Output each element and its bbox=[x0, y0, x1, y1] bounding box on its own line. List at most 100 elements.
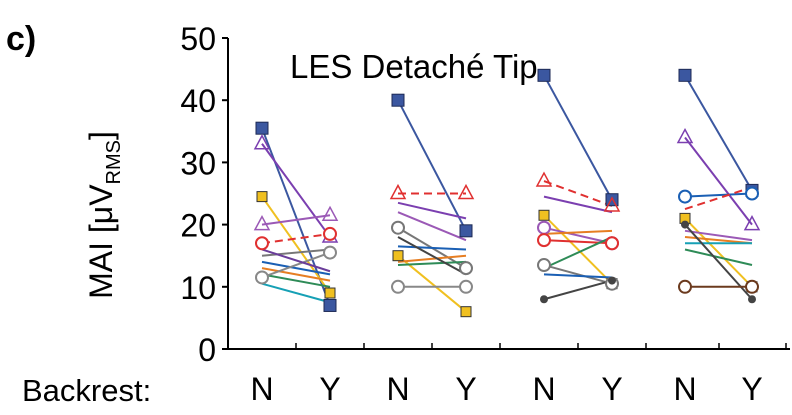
series-line bbox=[684, 74, 753, 191]
axes: 0 10 20 30 40 50 bbox=[180, 21, 790, 368]
series-line bbox=[397, 245, 467, 251]
y-tick-label: 10 bbox=[180, 270, 216, 306]
series-line bbox=[397, 260, 467, 267]
marker-circle bbox=[391, 220, 405, 235]
y-tick-label: 40 bbox=[180, 83, 216, 119]
y-axis-label-sub: RMS bbox=[103, 140, 125, 184]
marker-triangle bbox=[253, 134, 271, 150]
panel-label: c) bbox=[6, 20, 36, 58]
marker-triangle bbox=[743, 215, 761, 231]
marker-circle bbox=[255, 236, 269, 251]
series-line bbox=[684, 248, 753, 267]
marker-circle bbox=[537, 233, 551, 248]
series-line bbox=[543, 279, 613, 301]
series-line bbox=[684, 186, 753, 211]
series-line bbox=[261, 196, 331, 294]
y-axis-label-close: ] bbox=[83, 131, 119, 140]
series-line bbox=[261, 251, 331, 279]
x-tick-label: Y bbox=[319, 371, 340, 407]
series-line bbox=[261, 260, 331, 276]
marker-box bbox=[255, 121, 269, 135]
y-axis-label-main: MAI [μV bbox=[83, 184, 119, 299]
marker-circle bbox=[678, 189, 692, 204]
y-tick-label: 50 bbox=[180, 21, 216, 57]
pair-group bbox=[676, 68, 761, 304]
marker-circle bbox=[537, 258, 551, 273]
x-tick-label: Y bbox=[601, 371, 622, 407]
y-tick-label: 0 bbox=[198, 332, 216, 368]
series-line bbox=[261, 248, 331, 273]
series-line bbox=[684, 192, 753, 198]
marker-dot bbox=[608, 276, 616, 285]
series-line bbox=[543, 74, 613, 201]
series-line bbox=[543, 180, 613, 207]
y-axis-label: MAI [μVRMS] bbox=[83, 131, 125, 299]
marker-circle bbox=[459, 261, 473, 276]
marker-square bbox=[392, 250, 404, 262]
y-tick-label: 20 bbox=[180, 208, 216, 244]
y-axis-label-group: MAI [μVRMS] bbox=[83, 131, 125, 299]
marker-triangle bbox=[535, 171, 553, 187]
series-line bbox=[397, 211, 467, 242]
marker-circle bbox=[459, 279, 473, 294]
marker-dot bbox=[540, 295, 548, 304]
series-line bbox=[261, 273, 331, 288]
marker-circle bbox=[255, 270, 269, 285]
series-line bbox=[543, 273, 613, 279]
series-line bbox=[397, 236, 467, 276]
marker-square bbox=[324, 287, 336, 299]
marker-circle bbox=[745, 186, 759, 201]
marker-square bbox=[538, 209, 550, 221]
x-tick-label: N bbox=[532, 371, 555, 407]
x-tick-label: N bbox=[673, 371, 696, 407]
marker-circle bbox=[391, 279, 405, 294]
pair-group bbox=[535, 68, 621, 304]
marker-circle bbox=[745, 279, 759, 294]
series-line bbox=[684, 136, 753, 226]
series-line bbox=[397, 201, 467, 220]
series-line bbox=[397, 254, 467, 263]
pair-group bbox=[253, 121, 339, 312]
marker-box bbox=[605, 193, 619, 207]
marker-triangle bbox=[603, 196, 621, 212]
marker-box bbox=[391, 93, 405, 107]
x-tick-label: Y bbox=[741, 371, 762, 407]
marker-box bbox=[678, 68, 692, 82]
marker-triangle bbox=[253, 215, 271, 231]
x-axis-prefix: Backrest: bbox=[22, 373, 151, 408]
marker-triangle bbox=[457, 183, 475, 200]
marker-circle bbox=[605, 236, 619, 251]
series-line bbox=[397, 99, 467, 232]
marker-triangle bbox=[321, 205, 339, 222]
marker-circle bbox=[323, 245, 337, 260]
series-line bbox=[261, 214, 331, 226]
x-tick-label: Y bbox=[455, 371, 476, 407]
series-line bbox=[543, 214, 613, 285]
marker-square bbox=[256, 191, 268, 203]
marker-dot bbox=[748, 295, 756, 304]
series-line bbox=[261, 143, 331, 238]
marker-circle bbox=[537, 220, 551, 235]
series-line bbox=[543, 236, 613, 270]
series-line bbox=[261, 282, 331, 304]
series-line bbox=[543, 195, 613, 214]
series-line bbox=[261, 267, 331, 282]
y-tick-label: 30 bbox=[180, 145, 216, 181]
marker-circle bbox=[323, 226, 337, 241]
x-tick-label: N bbox=[386, 371, 409, 407]
series-line bbox=[543, 264, 613, 285]
series-line bbox=[543, 229, 613, 235]
series-line bbox=[684, 217, 753, 288]
x-tick-label: N bbox=[250, 371, 273, 407]
marker-triangle bbox=[676, 127, 694, 144]
chart-title: LES Detaché Tip bbox=[290, 48, 538, 85]
series-line bbox=[684, 229, 753, 242]
pair-group bbox=[389, 93, 475, 318]
series-line bbox=[261, 232, 331, 245]
marker-box bbox=[537, 68, 551, 82]
data-lines bbox=[253, 68, 761, 318]
marker-dot bbox=[681, 220, 689, 229]
series-line bbox=[543, 226, 613, 245]
